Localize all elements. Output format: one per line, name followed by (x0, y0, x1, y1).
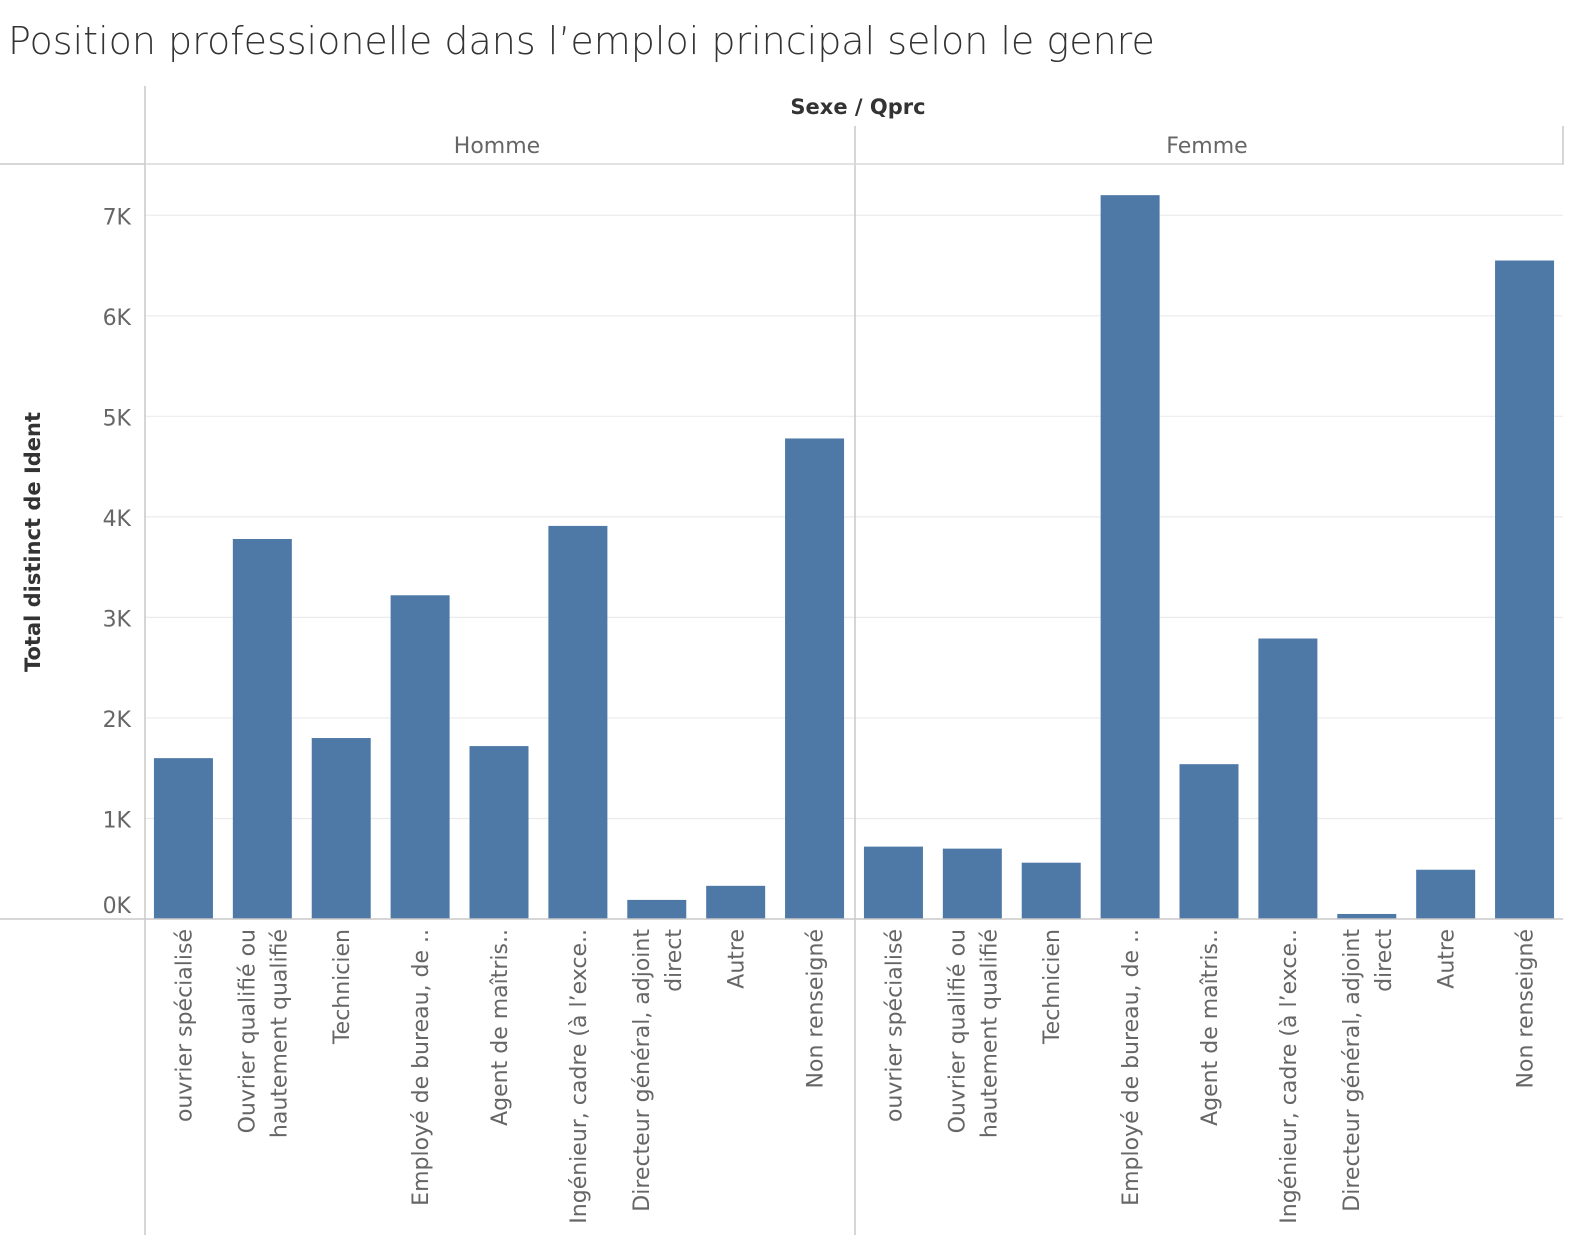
category-label: Employé de bureau, de .. (409, 929, 434, 1206)
bar[interactable] (1416, 869, 1476, 919)
category-label-line: Directeur général, adjoint (630, 929, 655, 1212)
y-tick-label: 6K (103, 306, 132, 331)
category-label-line: hautement qualifié (977, 929, 1002, 1138)
bar[interactable] (627, 899, 687, 919)
y-axis-ticks: 0K 1K 2K 3K 4K 5K 6K 7K (103, 205, 132, 919)
category-label: Non renseigné (1514, 929, 1539, 1088)
category-label-line: Non renseigné (804, 929, 829, 1088)
category-label-line: Ingénieur, cadre (à l’exce.. (1277, 929, 1302, 1224)
bars (153, 195, 1555, 919)
y-tick-label: 5K (103, 406, 132, 431)
category-label: Autre (725, 929, 750, 989)
panel-dividers (0, 86, 1564, 1235)
category-label-line: direct (662, 929, 687, 992)
y-tick-label: 7K (103, 205, 132, 230)
category-label-line: Technicien (330, 929, 355, 1045)
category-label: Non renseigné (804, 929, 829, 1088)
bar[interactable] (785, 438, 845, 919)
category-label-line: Ouvrier qualifié ou (235, 929, 260, 1133)
panel-header-homme: Homme (454, 134, 540, 159)
category-label-line: Ingénieur, cadre (à l’exce.. (567, 929, 592, 1224)
y-tick-label: 1K (103, 808, 132, 833)
bar[interactable] (942, 848, 1002, 919)
panel-header-femme: Femme (1166, 134, 1247, 159)
bar[interactable] (706, 885, 766, 919)
category-label: Ingénieur, cadre (à l’exce.. (1277, 929, 1302, 1224)
category-label: Autre (1435, 929, 1460, 989)
category-label-line: Autre (1435, 929, 1460, 989)
category-label-line: direct (1372, 929, 1397, 992)
category-label-line: Ouvrier qualifié ou (945, 929, 970, 1133)
category-label: Technicien (1040, 929, 1065, 1045)
category-label-line: Agent de maîtris.. (488, 929, 513, 1126)
category-label: Technicien (330, 929, 355, 1045)
chart-title: Position professionelle dans l’emploi pr… (8, 19, 1155, 63)
y-axis-title: Total distinct de Ident (21, 412, 45, 672)
category-label: ouvrier spécialisé (882, 929, 907, 1122)
column-header-title: Sexe / Qprc (790, 95, 925, 119)
category-label-line: Employé de bureau, de .. (1119, 929, 1144, 1206)
category-label: Ouvrier qualifié ou hautement qualifié (235, 929, 292, 1138)
bar[interactable] (1021, 862, 1081, 919)
category-labels: ouvrier spécialisé Ouvrier qualifié ou hau… (172, 929, 1538, 1224)
bar[interactable] (1337, 913, 1397, 919)
category-label: Directeur général, adjoint direct (1340, 929, 1397, 1212)
bar[interactable] (863, 846, 923, 919)
bar[interactable] (1258, 638, 1318, 919)
panel-headers: Homme Femme (454, 134, 1248, 159)
y-tick-label: 0K (103, 894, 132, 919)
category-label-line: Non renseigné (1514, 929, 1539, 1088)
bar[interactable] (232, 538, 292, 919)
bar[interactable] (1100, 195, 1160, 919)
category-label: Ingénieur, cadre (à l’exce.. (567, 929, 592, 1224)
category-label: Employé de bureau, de .. (1119, 929, 1144, 1206)
category-label-line: hautement qualifié (267, 929, 292, 1138)
bar[interactable] (1179, 764, 1239, 919)
category-label-line: Employé de bureau, de .. (409, 929, 434, 1206)
category-label-line: Directeur général, adjoint (1340, 929, 1365, 1212)
category-label: Ouvrier qualifié ou hautement qualifié (945, 929, 1002, 1138)
bar[interactable] (1495, 260, 1555, 919)
category-label-line: Technicien (1040, 929, 1065, 1045)
category-label-line: ouvrier spécialisé (172, 929, 197, 1122)
category-label: ouvrier spécialisé (172, 929, 197, 1122)
gridlines (145, 214, 1563, 820)
category-label: Directeur général, adjoint direct (630, 929, 687, 1212)
y-tick-label: 3K (103, 607, 132, 632)
category-label-line: Autre (725, 929, 750, 989)
bar[interactable] (390, 595, 450, 919)
category-label: Agent de maîtris.. (1198, 929, 1223, 1126)
bar[interactable] (469, 746, 529, 919)
bar[interactable] (153, 758, 213, 919)
bar[interactable] (311, 738, 371, 919)
category-label: Agent de maîtris.. (488, 929, 513, 1126)
bar[interactable] (548, 525, 608, 919)
y-tick-label: 2K (103, 708, 132, 733)
category-label-line: Agent de maîtris.. (1198, 929, 1223, 1126)
category-label-line: ouvrier spécialisé (882, 929, 907, 1122)
y-tick-label: 4K (103, 507, 132, 532)
